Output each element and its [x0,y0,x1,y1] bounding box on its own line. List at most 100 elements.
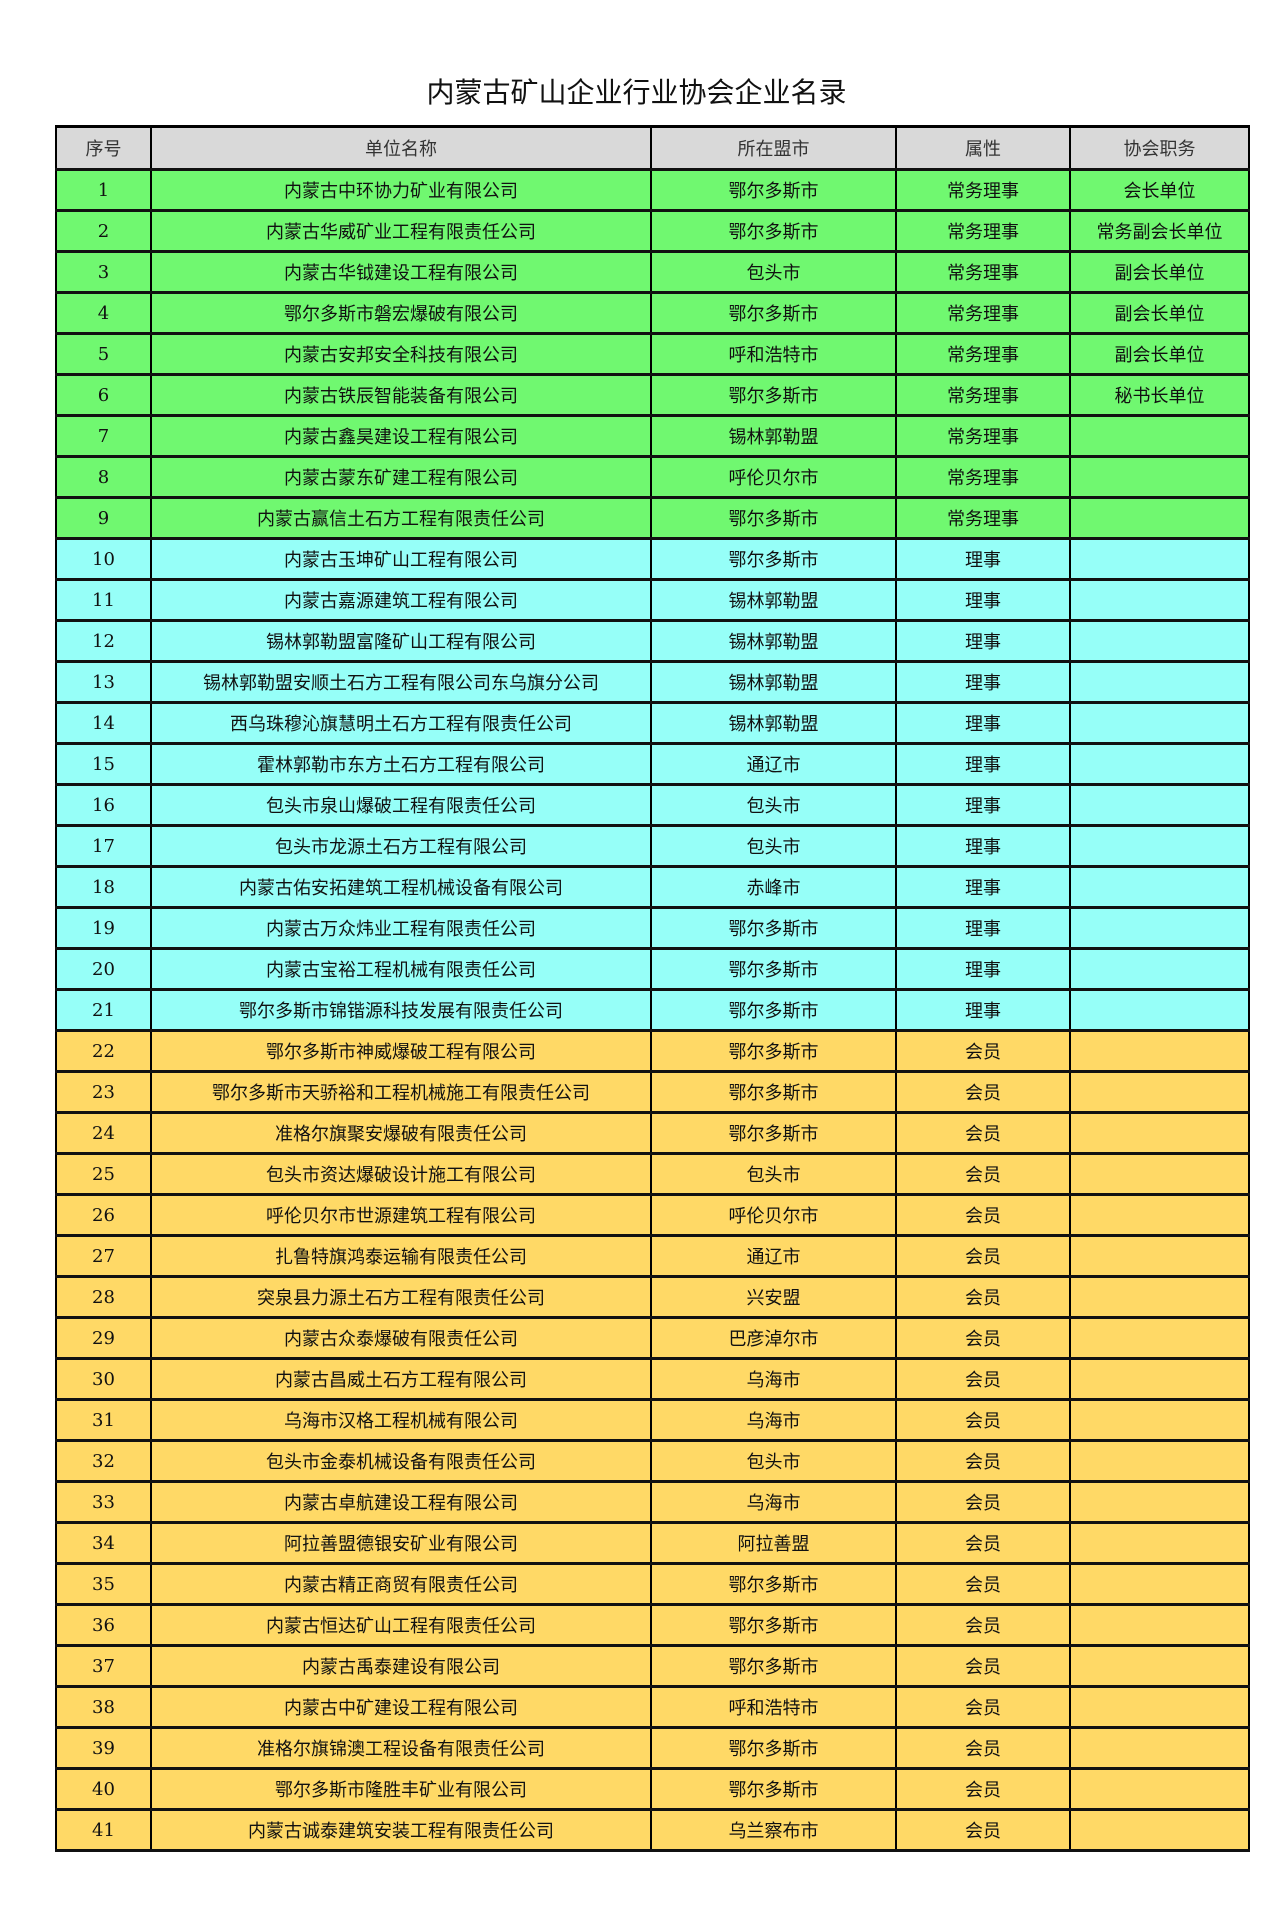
cell-city: 通辽市 [650,743,897,786]
table-row: 1 内蒙古中环协力矿业有限公司 鄂尔多斯市 常务理事 会长单位 [55,169,1250,212]
cell-city: 鄂尔多斯市 [650,1030,897,1073]
cell-city: 鄂尔多斯市 [650,989,897,1032]
cell-association-role [1069,784,1250,827]
table-row: 37 内蒙古禹泰建设有限公司 鄂尔多斯市 会员 [55,1645,1250,1688]
cell-city: 乌海市 [650,1358,897,1401]
cell-index: 12 [55,620,152,663]
cell-company-name: 内蒙古铁辰智能装备有限公司 [150,374,652,417]
table-row: 27 扎鲁特旗鸿泰运输有限责任公司 通辽市 会员 [55,1235,1250,1278]
cell-city: 呼伦贝尔市 [650,456,897,499]
cell-index: 11 [55,579,152,622]
cell-membership-type: 会员 [895,1481,1071,1524]
cell-association-role [1069,1399,1250,1442]
cell-association-role [1069,1768,1250,1811]
cell-association-role [1069,1440,1250,1483]
cell-membership-type: 会员 [895,1194,1071,1237]
cell-company-name: 内蒙古嘉源建筑工程有限公司 [150,579,652,622]
cell-city: 包头市 [650,1440,897,1483]
cell-membership-type: 常务理事 [895,415,1071,458]
cell-company-name: 鄂尔多斯市锦锴源科技发展有限责任公司 [150,989,652,1032]
cell-membership-type: 理事 [895,907,1071,950]
cell-membership-type: 会员 [895,1112,1071,1155]
cell-city: 通辽市 [650,1235,897,1278]
cell-membership-type: 理事 [895,784,1071,827]
cell-association-role [1069,1563,1250,1606]
cell-membership-type: 理事 [895,866,1071,909]
cell-city: 锡林郭勒盟 [650,415,897,458]
cell-company-name: 包头市金泰机械设备有限责任公司 [150,1440,652,1483]
cell-membership-type: 会员 [895,1399,1071,1442]
cell-index: 28 [55,1276,152,1319]
cell-company-name: 内蒙古安邦安全科技有限公司 [150,333,652,376]
cell-index: 16 [55,784,152,827]
header-city: 所在盟市 [650,126,897,171]
cell-association-role [1069,743,1250,786]
cell-association-role [1069,1317,1250,1360]
cell-membership-type: 常务理事 [895,374,1071,417]
cell-membership-type: 理事 [895,743,1071,786]
table-row: 4 鄂尔多斯市磐宏爆破有限公司 鄂尔多斯市 常务理事 副会长单位 [55,292,1250,335]
cell-city: 包头市 [650,825,897,868]
cell-city: 锡林郭勒盟 [650,702,897,745]
cell-index: 25 [55,1153,152,1196]
cell-city: 兴安盟 [650,1276,897,1319]
cell-membership-type: 会员 [895,1768,1071,1811]
table-row: 16 包头市泉山爆破工程有限责任公司 包头市 理事 [55,784,1250,827]
table-row: 20 内蒙古宝裕工程机械有限责任公司 鄂尔多斯市 理事 [55,948,1250,991]
cell-city: 巴彦淖尔市 [650,1317,897,1360]
cell-index: 21 [55,989,152,1032]
cell-association-role [1069,907,1250,950]
cell-association-role [1069,620,1250,663]
cell-city: 锡林郭勒盟 [650,661,897,704]
cell-index: 24 [55,1112,152,1155]
cell-company-name: 乌海市汉格工程机械有限公司 [150,1399,652,1442]
table-row: 13 锡林郭勒盟安顺土石方工程有限公司东乌旗分公司 锡林郭勒盟 理事 [55,661,1250,704]
cell-index: 33 [55,1481,152,1524]
cell-membership-type: 理事 [895,579,1071,622]
cell-city: 呼伦贝尔市 [650,1194,897,1237]
cell-association-role [1069,538,1250,581]
table-row: 33 内蒙古卓航建设工程有限公司 乌海市 会员 [55,1481,1250,1524]
cell-company-name: 内蒙古赢信土石方工程有限责任公司 [150,497,652,540]
cell-company-name: 内蒙古恒达矿山工程有限责任公司 [150,1604,652,1647]
cell-company-name: 包头市泉山爆破工程有限责任公司 [150,784,652,827]
cell-membership-type: 会员 [895,1276,1071,1319]
table-row: 21 鄂尔多斯市锦锴源科技发展有限责任公司 鄂尔多斯市 理事 [55,989,1250,1032]
cell-city: 鄂尔多斯市 [650,169,897,212]
cell-city: 鄂尔多斯市 [650,292,897,335]
table-row: 24 准格尔旗聚安爆破有限责任公司 鄂尔多斯市 会员 [55,1112,1250,1155]
header-index: 序号 [55,126,152,171]
cell-index: 19 [55,907,152,950]
cell-membership-type: 理事 [895,661,1071,704]
table-row: 36 内蒙古恒达矿山工程有限责任公司 鄂尔多斯市 会员 [55,1604,1250,1647]
cell-index: 15 [55,743,152,786]
cell-membership-type: 会员 [895,1317,1071,1360]
cell-membership-type: 会员 [895,1809,1071,1852]
cell-company-name: 内蒙古华钺建设工程有限公司 [150,251,652,294]
header-name: 单位名称 [150,126,652,171]
cell-index: 17 [55,825,152,868]
cell-association-role [1069,825,1250,868]
header-role: 协会职务 [1069,126,1250,171]
cell-association-role [1069,1194,1250,1237]
cell-company-name: 霍林郭勒市东方土石方工程有限公司 [150,743,652,786]
table-row: 15 霍林郭勒市东方土石方工程有限公司 通辽市 理事 [55,743,1250,786]
cell-membership-type: 会员 [895,1235,1071,1278]
cell-index: 37 [55,1645,152,1688]
cell-association-role [1069,1686,1250,1729]
cell-association-role [1069,661,1250,704]
cell-company-name: 锡林郭勒盟安顺土石方工程有限公司东乌旗分公司 [150,661,652,704]
cell-city: 鄂尔多斯市 [650,1645,897,1688]
cell-company-name: 内蒙古华威矿业工程有限责任公司 [150,210,652,253]
cell-membership-type: 常务理事 [895,333,1071,376]
cell-company-name: 包头市资达爆破设计施工有限公司 [150,1153,652,1196]
cell-index: 32 [55,1440,152,1483]
cell-company-name: 西乌珠穆沁旗慧明土石方工程有限责任公司 [150,702,652,745]
cell-index: 35 [55,1563,152,1606]
table-row: 7 内蒙古鑫昊建设工程有限公司 锡林郭勒盟 常务理事 [55,415,1250,458]
cell-association-role [1069,456,1250,499]
table-row: 18 内蒙古佑安拓建筑工程机械设备有限公司 赤峰市 理事 [55,866,1250,909]
cell-company-name: 内蒙古精正商贸有限责任公司 [150,1563,652,1606]
cell-city: 呼和浩特市 [650,333,897,376]
cell-company-name: 包头市龙源土石方工程有限公司 [150,825,652,868]
